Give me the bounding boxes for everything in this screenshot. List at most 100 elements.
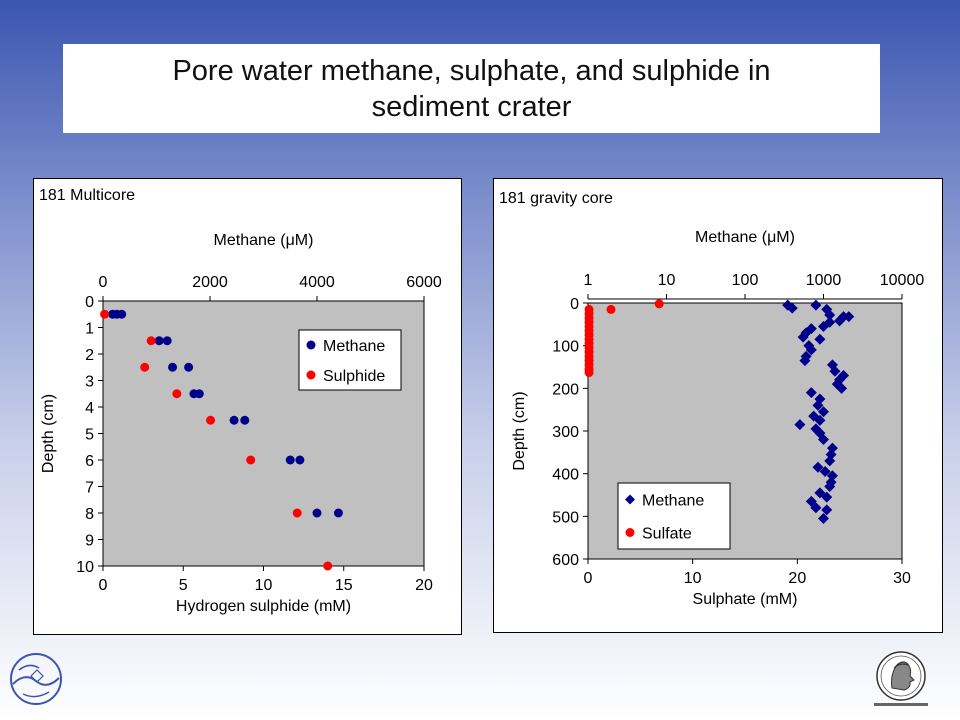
methane-point [117,309,127,319]
legend-methane-marker [306,340,316,350]
y-tick-label: 600 [552,552,579,569]
methane-point [285,455,295,465]
methane-point [162,336,172,346]
y-axis-label: Depth (cm) [511,391,528,470]
methane-point [834,315,846,327]
y-tick-label: 100 [552,339,579,356]
x-axis-label: Hydrogen sulphide (mM) [176,598,351,615]
y-tick-label: 7 [85,480,94,497]
top-tick-label: 1 [584,272,593,289]
legend-sulfate-label: Sulfate [642,526,692,543]
methane-point [818,320,829,332]
methane-point [821,504,833,516]
y-tick-label: 3 [85,374,94,391]
plot-area [587,302,903,560]
y-tick-label: 4 [85,400,94,417]
sulphide-point [292,508,302,518]
y-axis-label: Depth (cm) [40,394,57,473]
methane-point [794,419,806,431]
methane-point [333,508,343,518]
methane-point [821,491,833,503]
top-tick-label: 6000 [406,274,442,291]
sulfate-point [654,299,664,309]
methane-point [824,316,836,328]
x-tick-label: 30 [893,570,911,587]
methane-point [818,406,829,418]
methane-point [824,309,836,321]
methane-point [800,327,812,339]
methane-point [240,415,250,425]
methane-point [824,455,836,467]
top-tick-label: 0 [99,274,108,291]
methane-point [312,508,322,518]
methane-point [814,414,826,426]
methane-point [818,434,829,446]
y-tick-label: 200 [552,381,579,398]
y-tick-label: 300 [552,424,579,441]
methane-point [805,344,817,356]
x-tick-label: 20 [788,570,806,587]
top-tick-label: 10 [658,272,676,289]
methane-point [797,331,809,343]
top-tick-label: 100 [732,272,759,289]
x-tick-label: 0 [584,570,593,587]
methane-point [229,415,239,425]
multicore-chart: 181 Multicore 0 1 2 3 4 5 6 7 8 9 10 Depth (cm) 0 5 10 1… [33,178,462,635]
x-tick-label: 20 [415,577,433,594]
methane-point [295,455,305,465]
top-axis-label: Methane (μM) [214,232,314,249]
y-tick-label: 6 [85,453,94,470]
y-tick-label: 0 [570,296,579,313]
sulfate-point [606,304,616,314]
panel-label: 181 Multicore [39,187,135,204]
max-planck-logo [874,651,928,706]
methane-point [824,480,836,492]
slide-title: Pore water methane, sulphate, and sulphi… [63,44,880,133]
methane-point [818,512,829,524]
legend-sulphide-label: Sulphide [323,368,385,385]
top-tick-label: 10000 [880,272,925,289]
sulphide-point [172,389,182,399]
methane-point [786,302,798,314]
methane-point [814,333,826,345]
x-tick-label: 10 [684,570,702,587]
y-tick-label: 400 [552,467,579,484]
methane-point [154,336,164,346]
x-tick-label: 15 [335,577,353,594]
sulphide-point [100,309,110,319]
legend-methane-label: Methane [323,338,385,355]
sulphide-point [323,561,333,571]
y-tick-label: 1 [85,321,94,338]
methane-point [799,355,811,367]
sulfate-point [584,368,594,378]
legend-sulphide-marker [306,370,316,380]
gravity-core-chart: 181 gravity core0100200300400500600Depth… [493,178,943,633]
x-tick-label: 5 [179,577,188,594]
legend-box [617,482,731,550]
institute-logo-left [10,653,62,705]
legend-methane-marker [625,494,635,505]
x-axis-label: Sulphate (mM) [693,591,798,608]
methane-point [168,362,178,372]
methane-point [810,502,822,514]
panel-label: 181 gravity core [499,190,613,207]
sulphide-point [140,362,150,372]
methane-point [194,389,204,399]
legend-sulfate-marker [625,528,635,537]
top-tick-label: 4000 [299,274,335,291]
methane-point [829,365,841,377]
slide-title-line-1: Pore water methane, sulphate, and sulphi… [172,54,771,87]
y-tick-label: 10 [76,559,94,576]
y-tick-label: 2 [85,347,94,364]
top-tick-label: 1000 [806,272,842,289]
methane-point [805,387,817,399]
legend-box [298,329,402,391]
methane-point [812,399,824,411]
y-tick-label: 8 [85,506,94,523]
methane-point [826,359,838,371]
methane-point [810,299,822,311]
x-tick-label: 0 [99,577,108,594]
x-tick-label: 10 [255,577,273,594]
y-tick-label: 500 [552,509,579,526]
top-tick-label: 2000 [192,274,228,291]
